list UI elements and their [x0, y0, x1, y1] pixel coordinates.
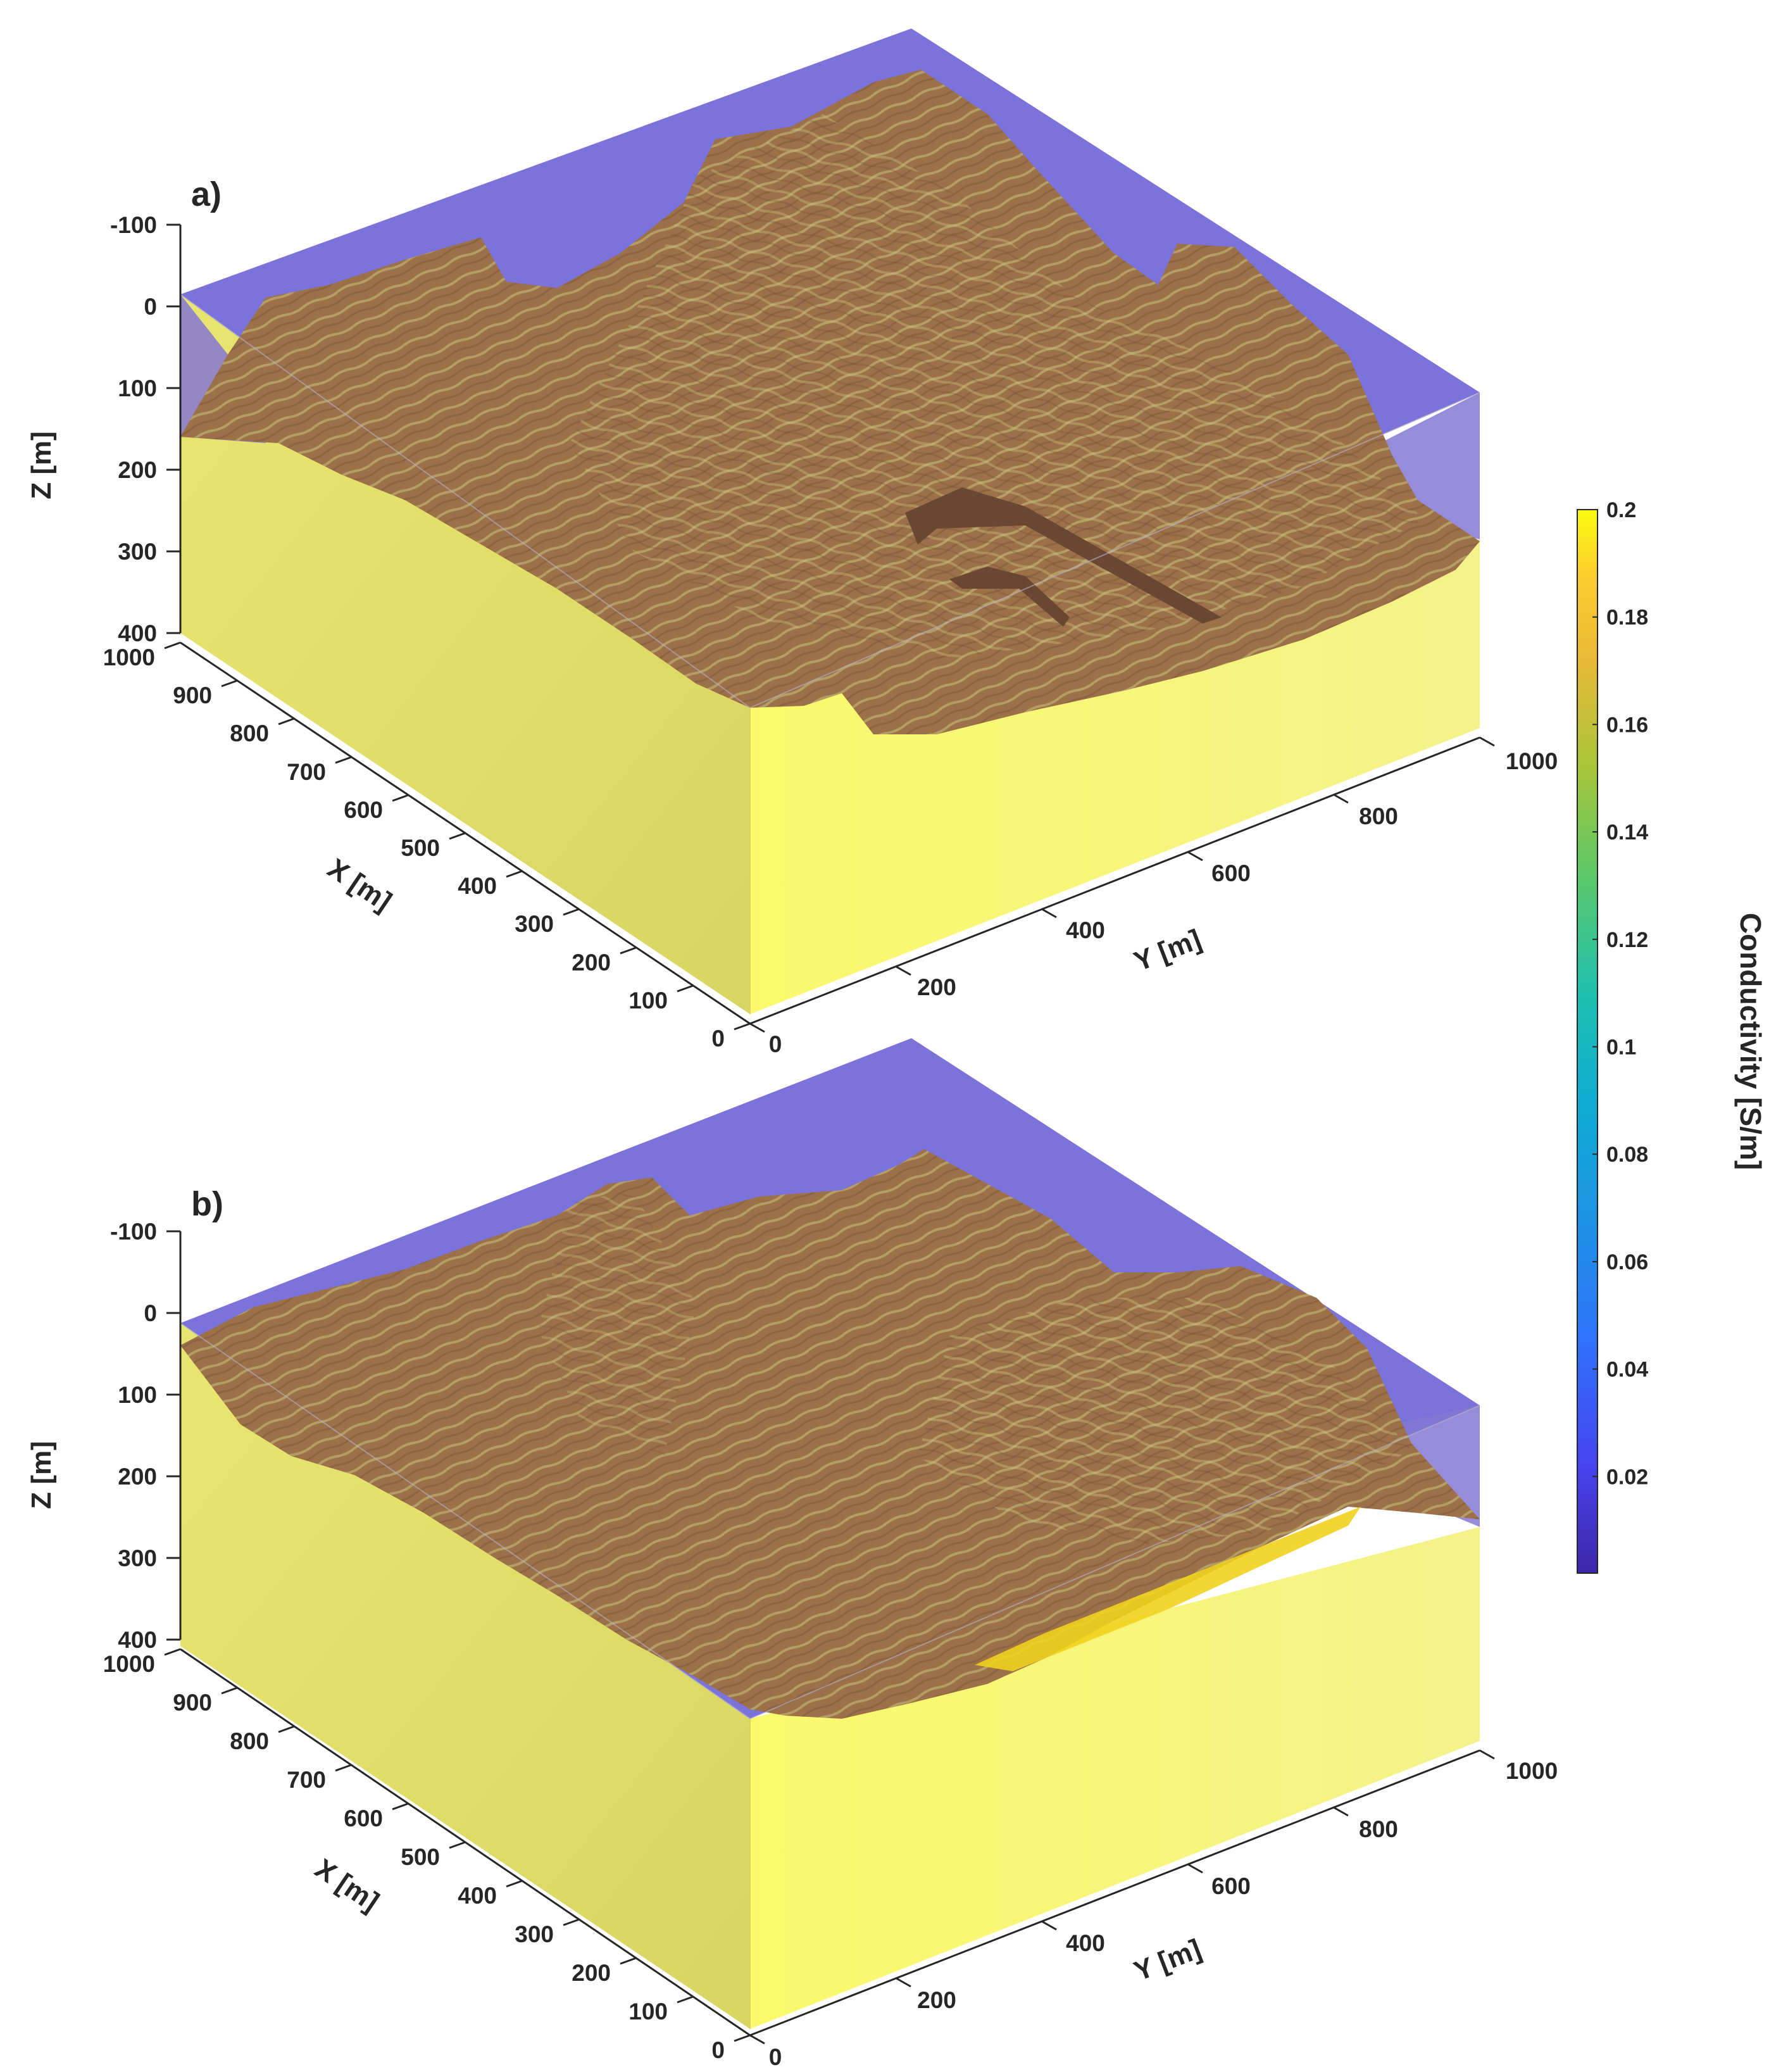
panel-b-y-tick-label: 200 [917, 1987, 956, 2013]
panel-b-y-axis-title: Y [m] [1130, 1933, 1206, 1987]
panel-b-z-tick-label: -100 [110, 1219, 157, 1245]
colorbar-tick-label: 0.04 [1606, 1358, 1648, 1382]
colorbar-tick-label: 0.02 [1606, 1465, 1648, 1489]
panel-b-x-tick-label: 900 [173, 1690, 212, 1716]
panel-a-z-tick-label: 100 [118, 375, 157, 401]
panel-b-y-tick-label: 400 [1066, 1930, 1105, 1956]
panel-b-z-tick-label: 200 [118, 1464, 157, 1490]
panel-a-x-tick-label: 700 [287, 759, 326, 785]
panel-b-y-ticks [749, 1749, 1495, 2045]
colorbar: 0.2 0.18 0.16 0.14 0.12 0.1 0.08 0.06 0.04 0.02 C… [1577, 498, 1767, 1574]
panel-b-label: b) [191, 1185, 223, 1223]
panel-b-z-tick-label: 100 [118, 1382, 157, 1408]
panel-b-left-wall [180, 1323, 750, 2029]
panel-b-z-tick-label: 0 [144, 1300, 157, 1326]
panel-a-x-tick-label: 500 [401, 835, 440, 861]
panel-a-contour-texture-2 [570, 114, 1424, 658]
panel-a-x-tick-label: 900 [173, 682, 212, 708]
panel-b-contour-texture [180, 1149, 1480, 1719]
panel-a-x-tick-label: 0 [711, 1026, 725, 1052]
panel-b-y-tick-label: 0 [769, 2044, 782, 2070]
panel-b-x-tick-label: 300 [515, 1921, 554, 1947]
panel-a-z-tick-label: -100 [110, 212, 157, 238]
panel-b-x-tick-label: 1000 [103, 1651, 155, 1677]
panel-a-z-tick-label: 300 [118, 539, 157, 565]
panel-a-x-axis-title: X [m] [322, 853, 397, 917]
colorbar-tick-label: 0.2 [1606, 498, 1636, 522]
panel-a-x-ticks [164, 641, 751, 1031]
panel-b-contour-texture-3 [538, 1190, 696, 1456]
panel-b-x-ticks [164, 1648, 751, 2042]
panel-b-right-wall [750, 1527, 1480, 2029]
colorbar-tick-label: 0.06 [1606, 1250, 1648, 1274]
panel-b-z-tick-label: 400 [118, 1627, 157, 1653]
panel-a-y-tick-label: 200 [917, 974, 956, 1000]
colorbar-tick-label: 0.1 [1606, 1035, 1636, 1059]
panel-a-left-wall [180, 294, 750, 1014]
colorbar-tick-label: 0.16 [1606, 713, 1648, 737]
panel-b-x-axis-title: X [m] [310, 1853, 385, 1918]
panel-b-contour-texture-2 [918, 1298, 1411, 1545]
colorbar-tick-label: 0.12 [1606, 928, 1648, 952]
panel-a-x-tick-label: 1000 [103, 644, 155, 670]
panel-b-x-tick-label: 700 [287, 1767, 326, 1793]
panel-a-pit [905, 487, 1222, 624]
panel-a-y-ticks [749, 736, 1495, 1033]
panel-b-x-tick-label: 500 [401, 1844, 440, 1870]
panel-a-label: a) [191, 175, 222, 213]
colorbar-gradient [1577, 509, 1598, 1574]
panel-a-y-tick-label: 400 [1066, 917, 1105, 943]
panel-a-z-axis-title: Z [m] [26, 431, 57, 499]
panel-a-y-tick-label: 800 [1359, 803, 1398, 829]
panel-a-x-tick-label: 600 [344, 797, 383, 823]
panel-a-x-tick-label: 100 [628, 988, 668, 1014]
panel-a-x-tick-label: 200 [572, 950, 611, 976]
panel-a-y-axis-title: Y [m] [1130, 924, 1206, 977]
panel-a-x-tick-label: 400 [458, 873, 497, 899]
panel-a: -100 0 100 200 300 400 Z [m] 0 100 200 3… [26, 28, 1558, 1057]
colorbar-tick-label: 0.08 [1606, 1143, 1648, 1167]
panel-a-z-tick-label: 400 [118, 620, 157, 646]
panel-a-y-axis [749, 736, 1480, 1025]
panel-b-x-tick-label: 100 [628, 1999, 668, 2025]
panel-a-y-tick-label: 600 [1211, 860, 1251, 886]
panel-a-right-wall [750, 539, 1480, 1014]
panel-b-x-tick-label: 0 [711, 2037, 725, 2063]
panel-b-y-tick-label: 600 [1211, 1873, 1251, 1899]
panel-b-y-axis [749, 1749, 1480, 2037]
colorbar-tick-label: 0.14 [1606, 820, 1648, 844]
panel-a-y-tick-label: 0 [769, 1031, 782, 1057]
panel-b-x-tick-label: 600 [344, 1805, 383, 1831]
colorbar-ticks: 0.2 0.18 0.16 0.14 0.12 0.1 0.08 0.06 0.04 0.02 [1592, 498, 1648, 1489]
panel-b-x-tick-label: 400 [458, 1883, 497, 1909]
panel-a-y-tick-label: 1000 [1506, 748, 1558, 774]
panel-b-y-tick-label: 800 [1359, 1816, 1398, 1842]
panel-b-exposed-basement [975, 1507, 1361, 1671]
panel-b-y-tick-label: 1000 [1506, 1758, 1558, 1784]
panel-b-z-ticks [166, 1230, 180, 1641]
panel-a-z-tick-label: 0 [144, 294, 157, 320]
panel-b-z-axis-title: Z [m] [26, 1441, 57, 1509]
panel-a-x-tick-label: 800 [230, 720, 269, 746]
colorbar-title: Conductivity [S/m] [1734, 913, 1767, 1170]
panel-a-water-right [1380, 392, 1480, 539]
colorbar-tick-label: 0.18 [1606, 606, 1648, 630]
panel-b-x-tick-label: 800 [230, 1728, 269, 1754]
panel-a-x-tick-label: 300 [515, 911, 554, 937]
panel-b-x-tick-label: 200 [572, 1960, 611, 1986]
panel-a-z-tick-label: 200 [118, 457, 157, 483]
panel-a-z-ticks [166, 223, 180, 634]
panel-b: -100 0 100 200 300 400 Z [m] 0 100 200 3… [26, 1038, 1558, 2070]
panel-b-z-tick-label: 300 [118, 1545, 157, 1571]
